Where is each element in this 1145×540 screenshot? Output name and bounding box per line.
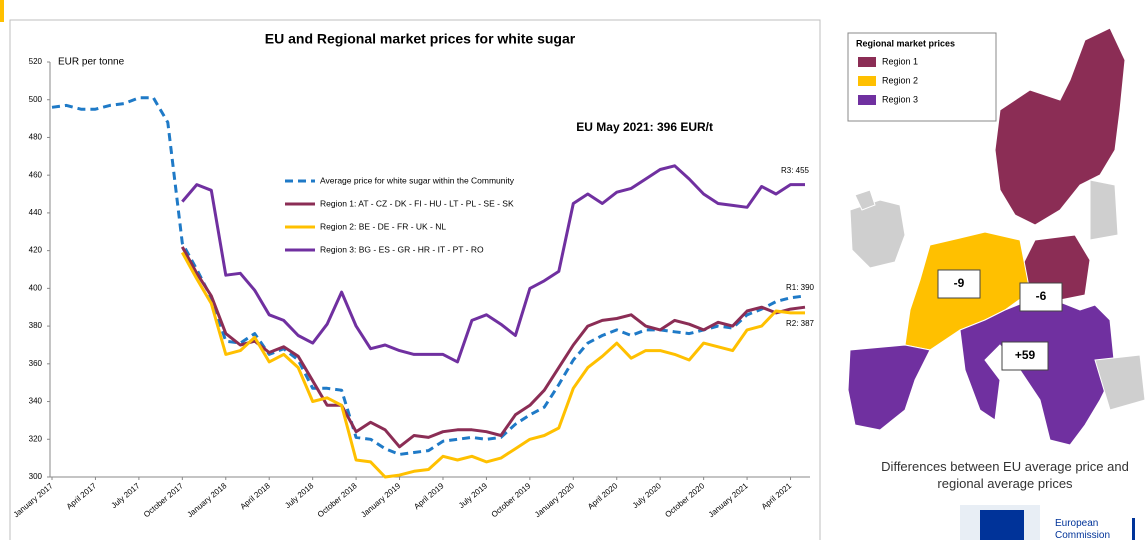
map-label-box	[1019, 282, 1063, 312]
series-line	[181, 164, 805, 364]
map-legend-label: Region 2	[882, 75, 918, 85]
legend-label: Average price for white sugar within the…	[320, 175, 515, 185]
y-tick-label: 340	[29, 397, 43, 406]
y-tick-label: 500	[29, 95, 43, 104]
chart-title: EU and Regional market prices for white …	[265, 31, 576, 47]
annotation: R2: 387	[786, 319, 815, 328]
map-legend-label: Region 3	[882, 94, 918, 104]
y-tick-label: 360	[29, 359, 43, 368]
y-tick-label: 380	[29, 321, 43, 330]
map-caption: Differences between EU average price and…	[881, 459, 1129, 491]
series-line	[51, 96, 806, 456]
series-line	[180, 251, 805, 479]
legend-label: Region 1: AT - CZ - DK - FI - HU - LT - …	[320, 198, 514, 208]
y-tick-label: 320	[29, 434, 43, 443]
annotation: R3: 455	[781, 166, 810, 175]
map-legend-swatch	[858, 76, 876, 86]
map-caption-box: Differences between EU average price and…	[881, 459, 1129, 491]
logo-rule	[1132, 518, 1135, 540]
map-legend-swatch	[858, 57, 876, 67]
y-tick-label: 440	[29, 208, 43, 217]
map-label-box	[937, 269, 981, 299]
accent-bar	[0, 0, 4, 22]
map-label: -6	[1036, 289, 1047, 303]
logo-text: European Commission	[1055, 518, 1111, 540]
y-tick-label: 460	[29, 170, 43, 179]
map-legend-title: Regional market prices	[856, 38, 955, 48]
map-label-box	[1001, 341, 1049, 371]
chart-frame	[9, 19, 821, 540]
y-tick-label: 300	[29, 472, 43, 481]
y-tick-label: 480	[29, 133, 43, 142]
legend-label: Region 3: BG - ES - GR - HR - IT - PT - …	[320, 244, 484, 254]
logo-text-box: European Commission	[1055, 518, 1111, 540]
annotation: R1: 390	[786, 283, 815, 292]
map-legend-label: Region 1	[882, 56, 918, 66]
y-tick-label: 420	[29, 246, 43, 255]
map-label: -9	[954, 276, 965, 290]
y-tick-label: 520	[29, 57, 43, 66]
annotation: EU May 2021: 396 EUR/t	[576, 120, 713, 134]
y-axis-label: EUR per tonne	[58, 57, 125, 68]
series-line	[180, 246, 806, 449]
y-tick-label: 400	[29, 283, 43, 292]
map-legend-swatch	[858, 95, 876, 105]
legend-label: Region 2: BE - DE - FR - UK - NL	[320, 221, 446, 231]
logo-flag	[980, 510, 1024, 540]
map-label: +59	[1015, 348, 1036, 362]
